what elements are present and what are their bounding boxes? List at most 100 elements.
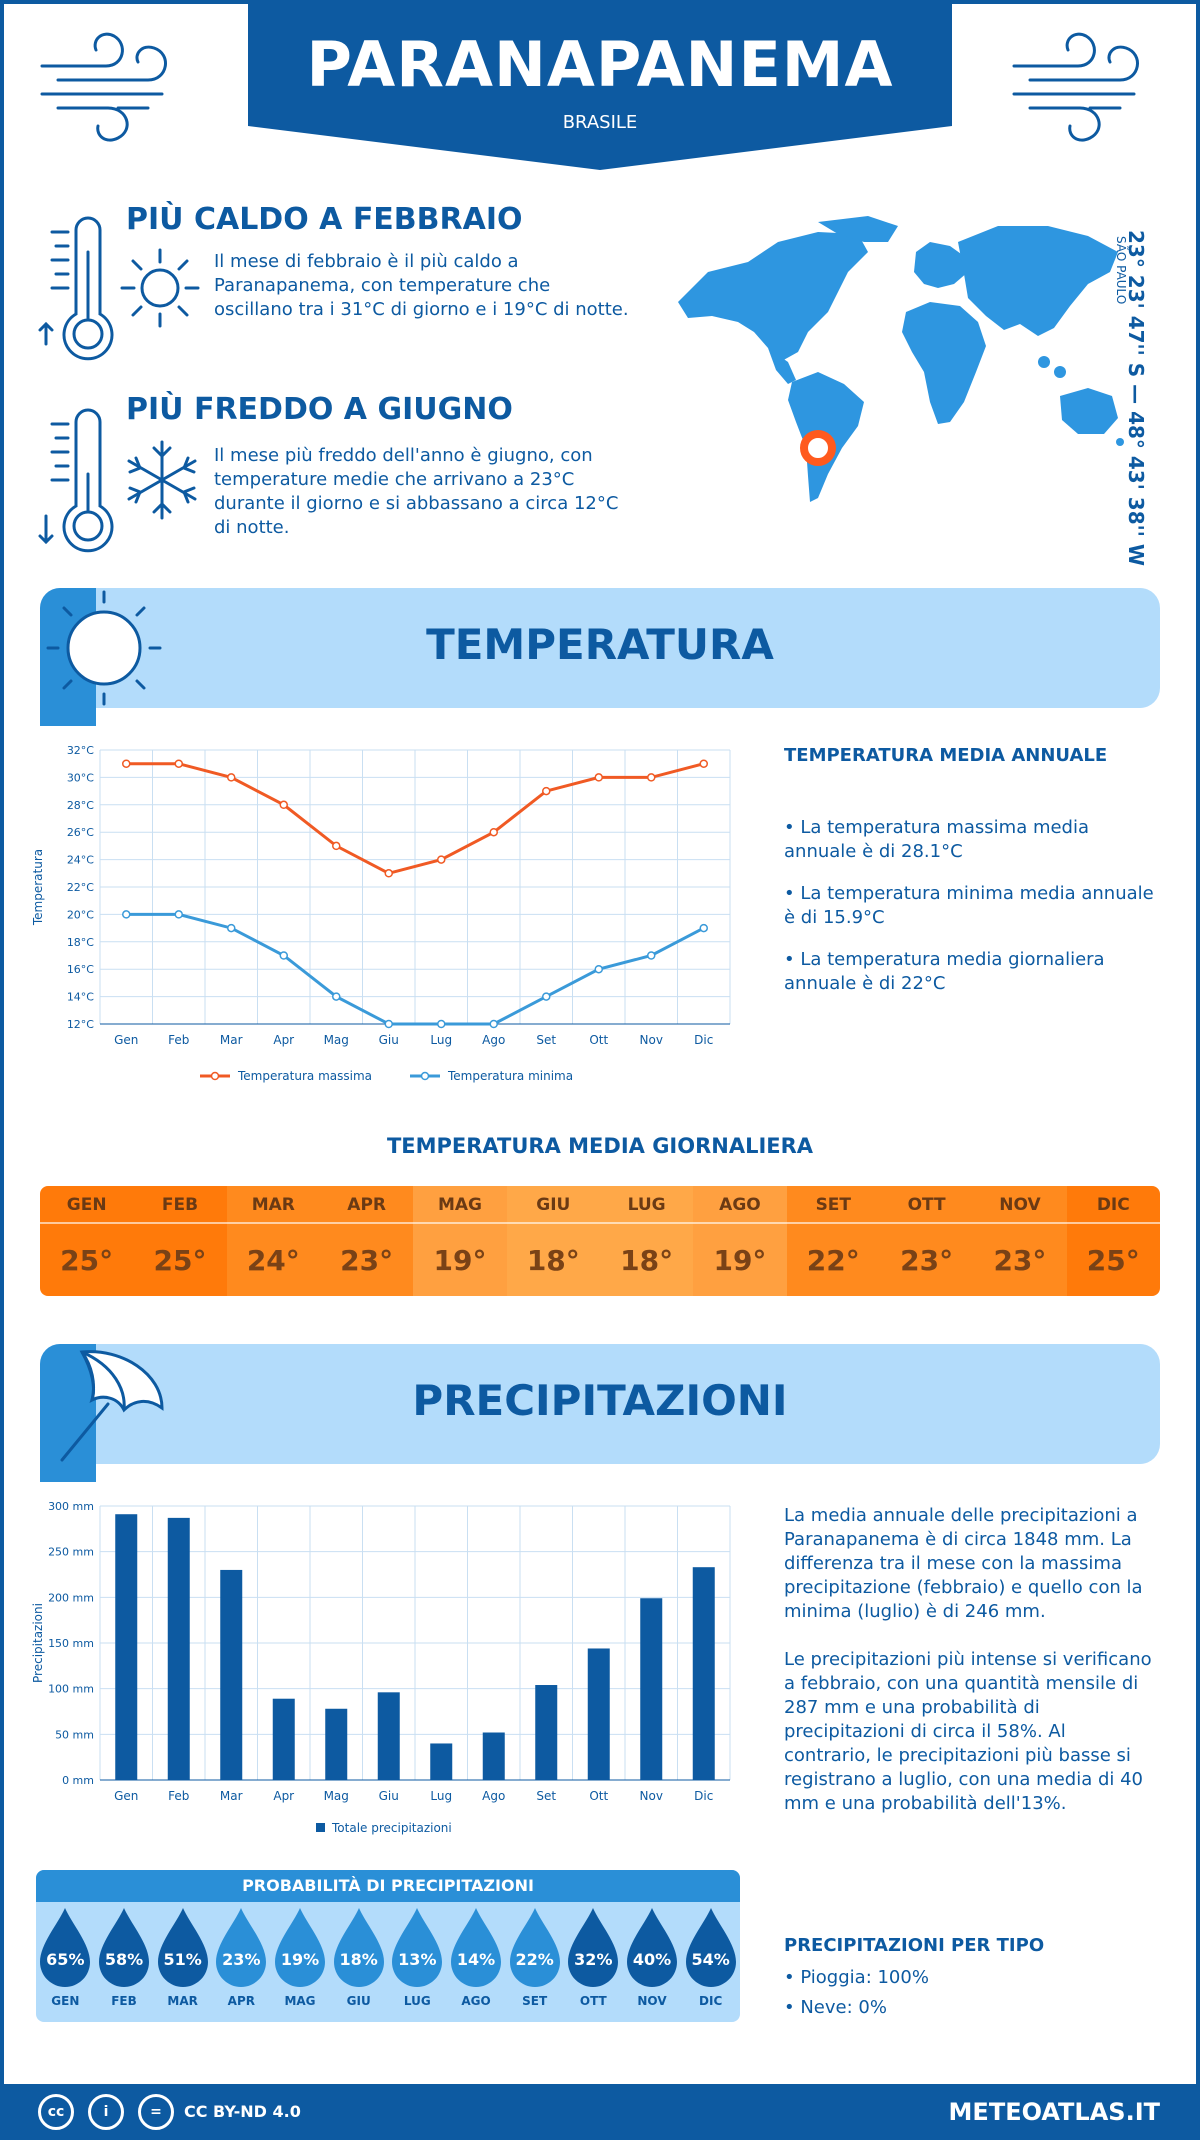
probability-drop: 19% MAG	[271, 1904, 329, 2022]
probability-value: 13%	[398, 1950, 437, 1969]
x-tick-label: Gen	[114, 1033, 138, 1047]
precipitation-type-title: PRECIPITAZIONI PER TIPO	[784, 1935, 1045, 1956]
daily-cell: AGO 19°	[693, 1186, 787, 1296]
data-point	[279, 951, 288, 960]
data-point	[489, 1019, 498, 1029]
raindrop-icon	[451, 1908, 501, 1987]
raindrop-icon	[40, 1908, 91, 1987]
probability-month: NOV	[637, 1994, 667, 2008]
annual-min-text: • La temperatura minima media annuale è …	[784, 883, 1154, 928]
y-tick-label: 0 mm	[62, 1774, 94, 1787]
probability-month: FEB	[111, 1994, 137, 2008]
data-point	[647, 773, 656, 782]
legend-label: Temperatura massima	[237, 1069, 372, 1083]
y-tick-label: 32°C	[67, 744, 94, 757]
x-tick-label: Ago	[482, 1033, 505, 1047]
probability-month: APR	[227, 1994, 255, 2008]
probability-drop: 58% FEB	[95, 1904, 153, 2022]
daily-value: 25°	[153, 1243, 207, 1277]
x-tick-label: Ott	[589, 1789, 608, 1803]
x-tick-label: Mag	[324, 1789, 349, 1803]
raindrop-icon	[275, 1908, 325, 1987]
annual-max-text: • La temperatura massima media annuale è…	[784, 817, 1090, 862]
x-tick-label: Mar	[220, 1033, 243, 1047]
daily-month: APR	[319, 1186, 414, 1224]
x-tick-label: Gen	[114, 1789, 138, 1803]
probability-value: 40%	[632, 1950, 672, 1969]
daily-month: MAR	[226, 1186, 320, 1224]
precipitation-bar	[482, 1732, 505, 1780]
daily-temperature-title: TEMPERATURA MEDIA GIORNALIERA	[386, 1134, 814, 1158]
probability-drop: 22% SET	[506, 1904, 564, 2022]
x-tick-label: Set	[536, 1789, 556, 1803]
y-tick-label: 14°C	[67, 991, 94, 1004]
data-point	[227, 773, 236, 782]
daily-cell: LUG 18°	[599, 1186, 694, 1296]
probability-drop: 40% NOV	[623, 1904, 681, 2022]
x-tick-label: Nov	[640, 1033, 663, 1047]
probability-drop: 65% GEN	[36, 1904, 94, 2022]
probability-drop: 32% OTT	[564, 1904, 622, 2022]
probability-month: GEN	[51, 1994, 80, 2008]
brand-link[interactable]: METEOATLAS.IT	[948, 2098, 1160, 2126]
daily-cell: NOV 23°	[973, 1186, 1067, 1296]
y-tick-label: 200 mm	[48, 1591, 94, 1604]
x-tick-label: Apr	[273, 1789, 294, 1803]
y-tick-label: 100 mm	[48, 1683, 94, 1696]
series-line-max	[126, 762, 705, 875]
data-point	[489, 827, 498, 837]
city-title: PARANAPANEMA	[306, 28, 894, 101]
data-point	[332, 992, 341, 1001]
daily-month: LUG	[599, 1186, 694, 1224]
y-tick-label: 18°C	[67, 936, 94, 949]
data-point	[542, 786, 551, 796]
y-tick-label: 12°C	[67, 1018, 94, 1031]
daily-cell: OTT 23°	[879, 1186, 974, 1296]
raindrop-icon	[392, 1908, 443, 1987]
legend-marker	[210, 1071, 220, 1081]
precipitation-heading: PRECIPITAZIONI	[412, 1376, 788, 1425]
daily-value: 23°	[340, 1243, 394, 1277]
precipitation-bar	[535, 1685, 558, 1780]
fact-hottest-title: PIÙ CALDO A FEBBRAIO	[126, 202, 523, 237]
probability-drop: 54% DIC	[682, 1904, 740, 2022]
temperature-annual-panel: TEMPERATURA MEDIA ANNUALE • La temperatu…	[784, 744, 1154, 996]
raindrop-icon	[685, 1908, 736, 1987]
precipitation-paragraph-2: Le precipitazioni più intense si verific…	[784, 1649, 1152, 1814]
precipitation-bar	[272, 1698, 295, 1780]
data-point	[227, 923, 236, 933]
probability-month: OTT	[579, 1994, 607, 2008]
rain-share: • Pioggia: 100%	[784, 1967, 929, 1988]
legend-label: Totale precipitazioni	[331, 1821, 452, 1835]
probability-value: 19%	[280, 1950, 320, 1969]
daily-value: 23°	[900, 1243, 954, 1277]
x-tick-label: Mar	[220, 1789, 243, 1803]
probability-value: 51%	[163, 1950, 202, 1969]
data-point	[542, 992, 551, 1001]
daily-value: 24°	[246, 1243, 300, 1277]
thermometer-hot-icon	[38, 216, 114, 361]
data-point	[594, 773, 603, 782]
data-point	[384, 869, 393, 878]
raindrop-icon	[157, 1908, 208, 1987]
footer: cc i = CC BY-ND 4.0 METEOATLAS.IT	[0, 2084, 1200, 2140]
daily-month: AGO	[693, 1186, 787, 1224]
probability-drop: 18% GIU	[330, 1904, 388, 2022]
precipitation-bar	[167, 1517, 190, 1780]
probability-month: AGO	[461, 1994, 491, 2008]
x-tick-label: Giu	[379, 1033, 399, 1047]
probability-drop: 51% MAR	[154, 1904, 212, 2022]
daily-value: 18°	[620, 1243, 674, 1277]
fact-hottest-text: Il mese di febbraio è il più caldo a Par…	[214, 251, 629, 320]
license-text: CC BY-ND 4.0	[184, 2102, 301, 2121]
raindrop-icon	[216, 1908, 267, 1987]
temperature-section-header: TEMPERATURA	[40, 588, 1160, 726]
precipitation-probability-panel: PROBABILITÀ DI PRECIPITAZIONI 65% GEN 58% F…	[36, 1870, 740, 2022]
y-tick-label: 150 mm	[48, 1637, 94, 1650]
probability-value: 18%	[339, 1950, 378, 1969]
probability-value: 65%	[46, 1950, 85, 1969]
probability-month: GIU	[346, 1994, 371, 2008]
probability-drop: 14% AGO	[447, 1904, 505, 2022]
annual-mean-text: • La temperatura media giornaliera annua…	[784, 949, 1105, 994]
y-tick-label: 250 mm	[48, 1546, 94, 1559]
